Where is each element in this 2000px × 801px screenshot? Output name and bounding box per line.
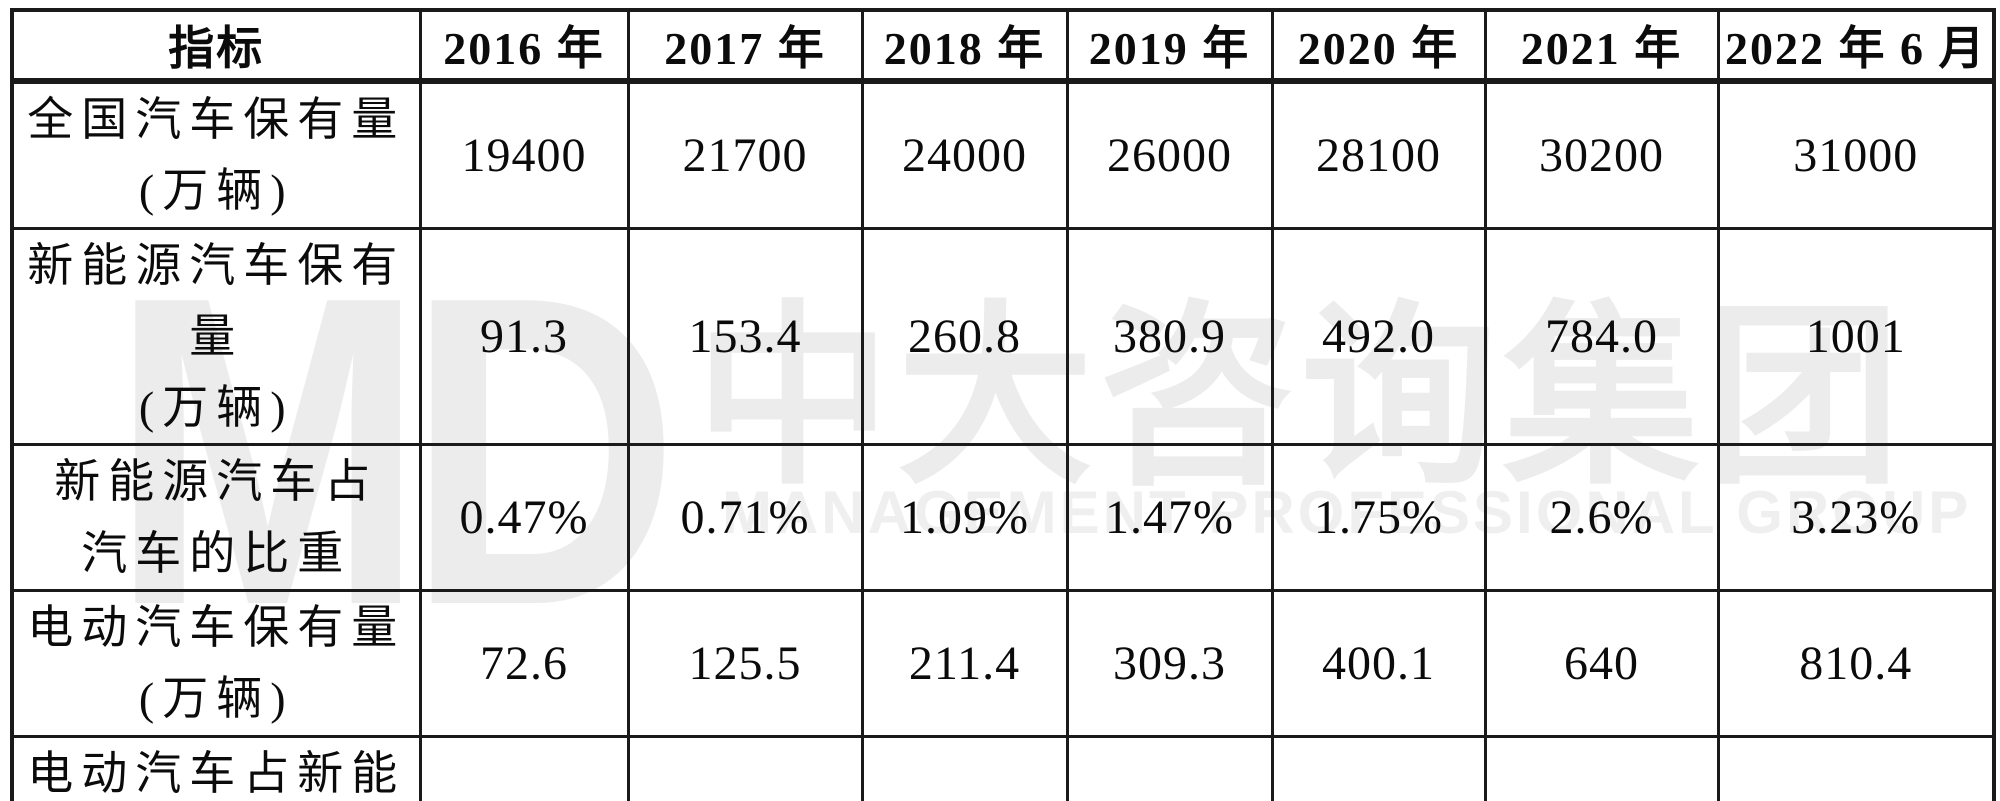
column-header-year: 2021 年 <box>1483 8 1720 84</box>
cell-value: 81.3% <box>1270 734 1487 801</box>
cell-value: 810.4 <box>1716 589 1996 738</box>
cell-value: 72.6 <box>418 589 630 738</box>
row-label-line: 全国汽车保有量 <box>27 94 406 145</box>
cell-value: 380.9 <box>1065 226 1274 447</box>
cell-value: 24000 <box>860 79 1069 230</box>
cell-value: 1001 <box>1716 226 1996 447</box>
table-header-row: 指标 2016 年 2017 年 2018 年 2019 年 2020 年 2021 年 20… <box>10 8 1996 84</box>
row-label-line: 电动汽车保有量 <box>27 602 406 654</box>
table-row: 新能源汽车占 汽车的比重 0.47% 0.71% 1.09% 1.47% 1.75% 2.6%… <box>10 443 1996 593</box>
table-row: 全国汽车保有量 (万辆) 19400 21700 24000 26000 28100 3020… <box>10 79 1996 230</box>
cell-value: 81.8% <box>626 734 864 801</box>
cell-value: 309.3 <box>1065 589 1274 738</box>
table-row: 电动汽车保有量 (万辆) 72.6 125.5 211.4 309.3 400.1 640 81… <box>10 589 1996 738</box>
row-label: 新能源汽车保有量 (万辆) <box>10 226 422 447</box>
row-label-line: 汽车的比重 <box>81 527 352 579</box>
cell-value: 260.8 <box>860 226 1069 447</box>
row-label: 电动汽车保有量 (万辆) <box>10 589 422 738</box>
cell-value: 81.63% <box>1483 734 1720 801</box>
row-label-line: 新能源汽车占 <box>54 456 379 508</box>
cell-value: 211.4 <box>860 589 1069 738</box>
cell-value: 1.47% <box>1065 443 1274 593</box>
column-header-year: 2017 年 <box>626 8 864 84</box>
cell-value: 153.4 <box>626 226 864 447</box>
row-label: 全国汽车保有量 (万辆) <box>10 79 422 230</box>
row-label: 电动汽车占新能源汽车的比重 <box>10 734 422 801</box>
cell-value: 3.23% <box>1716 443 1996 593</box>
row-label-line: (万辆) <box>138 382 294 434</box>
cell-value: 1.75% <box>1270 443 1487 593</box>
cell-value: 0.47% <box>418 443 630 593</box>
cell-value: 19400 <box>418 79 630 230</box>
cell-value: 26000 <box>1065 79 1274 230</box>
table-row: 新能源汽车保有量 (万辆) 91.3 153.4 260.8 380.9 492.0 784.… <box>10 226 1996 447</box>
column-header-year: 2018 年 <box>860 8 1069 84</box>
cell-value: 81.1% <box>860 734 1069 801</box>
cell-value: 81.2% <box>1065 734 1274 801</box>
cell-value: 30200 <box>1483 79 1720 230</box>
cell-value: 31000 <box>1716 79 1996 230</box>
row-label-line: 电动汽车占新能源 <box>27 747 406 799</box>
row-label-line: (万辆) <box>138 165 294 217</box>
row-label: 新能源汽车占 汽车的比重 <box>10 443 422 593</box>
column-header-year: 2016 年 <box>418 8 630 84</box>
cell-value: 79.5% <box>418 734 630 801</box>
cell-value: 125.5 <box>626 589 864 738</box>
cell-value: 492.0 <box>1270 226 1487 447</box>
column-header-indicator: 指标 <box>10 8 422 84</box>
cell-value: 400.1 <box>1270 589 1487 738</box>
cell-value: 80.93% <box>1716 734 1996 801</box>
cell-value: 0.71% <box>626 443 864 593</box>
row-label-line: 新能源汽车保有量 <box>27 239 406 362</box>
cell-value: 91.3 <box>418 226 630 447</box>
cell-value: 784.0 <box>1483 226 1720 447</box>
row-label-line: (万辆) <box>138 673 294 725</box>
cell-value: 21700 <box>626 79 864 230</box>
column-header-year: 2019 年 <box>1065 8 1274 84</box>
ev-statistics-table: 指标 2016 年 2017 年 2018 年 2019 年 2020 年 2021 年 20… <box>10 8 1996 801</box>
cell-value: 2.6% <box>1483 443 1720 593</box>
column-header-year: 2022 年 6 月 <box>1716 8 1996 84</box>
cell-value: 28100 <box>1270 79 1487 230</box>
table-row: 电动汽车占新能源汽车的比重79.5%81.8%81.1%81.2%81.3%81… <box>10 734 1996 801</box>
cell-value: 640 <box>1483 589 1720 738</box>
column-header-year: 2020 年 <box>1270 8 1487 84</box>
cell-value: 1.09% <box>860 443 1069 593</box>
